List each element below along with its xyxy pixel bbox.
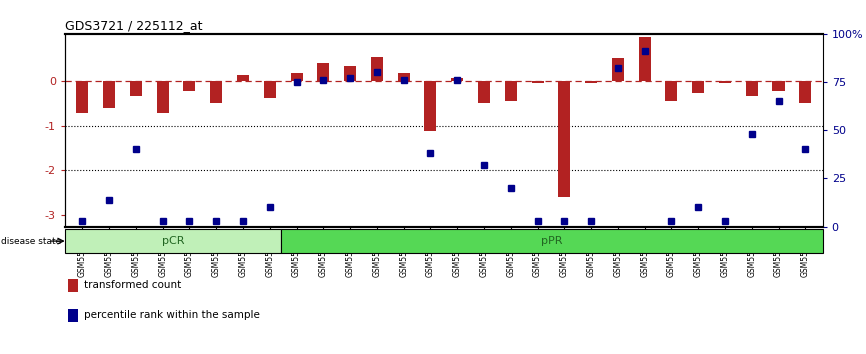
Bar — [65, 229, 281, 253]
Bar — [290, 73, 302, 81]
Bar — [772, 81, 785, 91]
Text: percentile rank within the sample: percentile rank within the sample — [84, 310, 260, 320]
Bar — [692, 81, 704, 93]
Bar — [264, 81, 275, 98]
Bar — [371, 57, 383, 81]
Bar — [317, 63, 329, 81]
Bar — [612, 58, 624, 81]
Bar — [585, 81, 598, 83]
Bar — [157, 81, 169, 113]
Bar — [184, 81, 196, 91]
Text: pCR: pCR — [162, 236, 184, 246]
Bar — [451, 79, 463, 81]
Bar — [424, 81, 436, 131]
Bar — [665, 81, 677, 101]
Bar — [532, 81, 544, 83]
Bar — [746, 81, 758, 96]
Bar — [719, 81, 731, 83]
Bar — [130, 81, 142, 96]
Bar — [505, 81, 517, 101]
Text: transformed count: transformed count — [84, 280, 181, 290]
Bar — [76, 81, 88, 113]
Bar — [478, 81, 490, 103]
Text: disease state: disease state — [1, 237, 61, 246]
Bar — [103, 81, 115, 108]
Bar — [799, 81, 811, 103]
Text: GDS3721 / 225112_at: GDS3721 / 225112_at — [65, 19, 203, 33]
Bar — [281, 229, 823, 253]
Bar — [237, 75, 249, 81]
Bar — [638, 37, 650, 81]
Bar — [397, 73, 410, 81]
Text: pPR: pPR — [541, 236, 563, 246]
Bar — [344, 66, 356, 81]
Bar — [210, 81, 223, 103]
Bar — [559, 81, 571, 198]
